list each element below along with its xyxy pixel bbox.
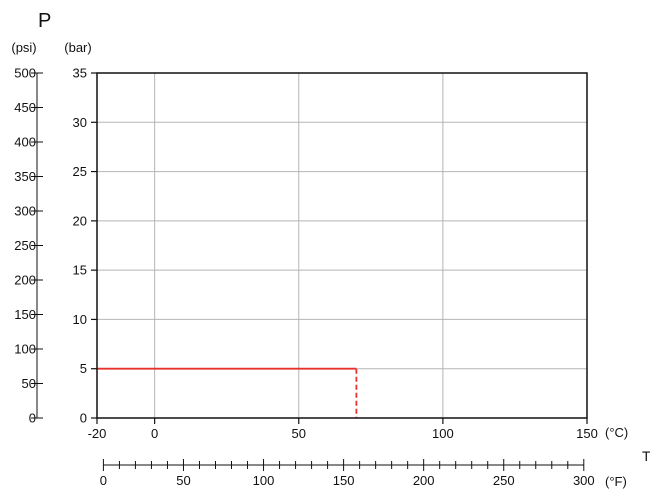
y-bar-tick-label: 30	[73, 115, 87, 130]
x-fahrenheit-tick-label: 50	[176, 473, 190, 488]
y-bar-tick-label: 0	[80, 411, 87, 426]
x-celsius-tick-label: -20	[88, 426, 107, 441]
y-psi-tick-label: 500	[14, 66, 36, 81]
y-bar-tick-label: 10	[73, 312, 87, 327]
x-axis-unit-celsius: (°C)	[605, 425, 628, 440]
x-fahrenheit-tick-label: 100	[253, 473, 275, 488]
x-fahrenheit-tick-label: 300	[573, 473, 595, 488]
y-psi-tick-label: 300	[14, 204, 36, 219]
y-psi-tick-label: 350	[14, 169, 36, 184]
grid-lines	[97, 73, 587, 418]
x-fahrenheit-tick-label: 150	[333, 473, 355, 488]
y-bar-tick-label: 25	[73, 164, 87, 179]
x-fahrenheit-tick-label: 200	[413, 473, 435, 488]
x-celsius-tick-label: 100	[432, 426, 454, 441]
x-celsius-tick-label: 150	[576, 426, 598, 441]
y-psi-tick-label: 150	[14, 307, 36, 322]
axes: 0510152025303505010015020025030035040045…	[14, 66, 598, 489]
plot-frame	[96, 72, 588, 419]
y-psi-tick-label: 450	[14, 100, 36, 115]
y-axis-symbol: P	[38, 10, 51, 32]
x-axis-unit-fahrenheit: (°F)	[605, 474, 627, 489]
y-bar-tick-label: 15	[73, 263, 87, 278]
x-fahrenheit-tick-label: 0	[100, 473, 107, 488]
y-psi-tick-label: 250	[14, 238, 36, 253]
y-axis-unit-psi: (psi)	[11, 40, 36, 55]
y-psi-tick-label: 50	[22, 376, 36, 391]
x-celsius-tick-label: 50	[292, 426, 306, 441]
y-bar-tick-label: 5	[80, 361, 87, 376]
x-fahrenheit-tick-label: 250	[493, 473, 515, 488]
y-psi-tick-label: 200	[14, 273, 36, 288]
y-axis-unit-bar: (bar)	[64, 40, 91, 55]
y-psi-tick-label: 100	[14, 342, 36, 357]
x-axis-symbol: T	[642, 448, 650, 464]
x-celsius-tick-label: 0	[151, 426, 158, 441]
y-bar-tick-label: 35	[73, 66, 87, 81]
y-psi-tick-label: 0	[29, 411, 36, 426]
y-psi-tick-label: 400	[14, 135, 36, 150]
y-bar-tick-label: 20	[73, 213, 87, 228]
series-lines	[97, 367, 358, 418]
